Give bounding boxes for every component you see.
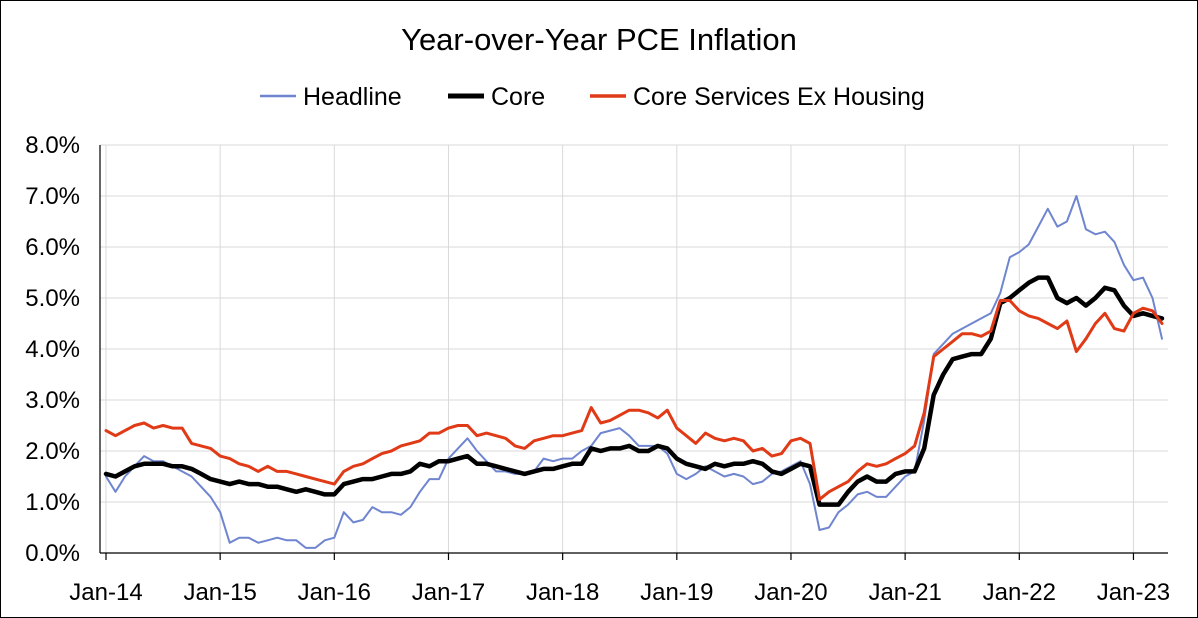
chart-legend: Headline Core Core Services Ex Housing bbox=[260, 83, 925, 111]
legend-label-core-services-ex-housing: Core Services Ex Housing bbox=[633, 83, 925, 111]
series-line-headline bbox=[105, 195, 1163, 549]
y-tick-label: 5.0% bbox=[25, 285, 80, 312]
x-tick-label: Jan-23 bbox=[1097, 579, 1170, 606]
y-tick-label: 6.0% bbox=[25, 234, 80, 261]
legend-label-core: Core bbox=[491, 83, 545, 111]
x-tick-label: Jan-18 bbox=[526, 579, 599, 606]
y-tick-label: 7.0% bbox=[25, 183, 80, 210]
x-tick-label: Jan-15 bbox=[183, 579, 256, 606]
series-lines bbox=[103, 195, 1165, 549]
chart-title: Year-over-Year PCE Inflation bbox=[401, 22, 797, 57]
y-tick-label: 2.0% bbox=[25, 438, 80, 465]
y-tick-label: 0.0% bbox=[25, 540, 80, 567]
x-tick-label: Jan-22 bbox=[983, 579, 1056, 606]
y-tick-label: 3.0% bbox=[25, 387, 80, 414]
x-tick-label: Jan-21 bbox=[868, 579, 941, 606]
x-tick-label: Jan-14 bbox=[69, 579, 142, 606]
x-tick-label: Jan-20 bbox=[754, 579, 827, 606]
x-tick-label: Jan-16 bbox=[298, 579, 371, 606]
series-line-core-services-ex-housing bbox=[104, 299, 1164, 501]
y-axis-ticks: 0.0% 1.0% 2.0% 3.0% 4.0% 5.0% 6.0% 7.0% 8.0% bbox=[25, 132, 80, 567]
y-tick-label: 4.0% bbox=[25, 336, 80, 363]
legend-label-headline: Headline bbox=[303, 83, 402, 111]
x-tick-label: Jan-19 bbox=[640, 579, 713, 606]
x-axis-ticks: Jan-14 Jan-15 Jan-16 Jan-17 Jan-18 Jan-19 Jan-… bbox=[69, 579, 1170, 606]
y-tick-label: 1.0% bbox=[25, 489, 80, 516]
gridlines bbox=[100, 144, 1168, 560]
axes bbox=[99, 145, 1168, 554]
x-tick-label: Jan-17 bbox=[412, 579, 485, 606]
series-line-core bbox=[103, 275, 1165, 507]
y-tick-label: 8.0% bbox=[25, 132, 80, 159]
